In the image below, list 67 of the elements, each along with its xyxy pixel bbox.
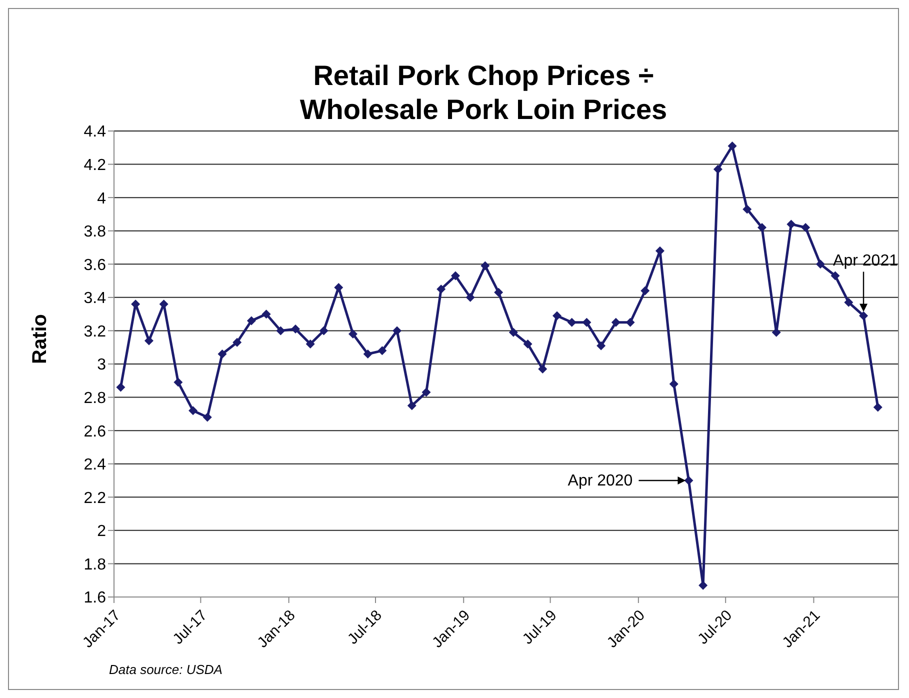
point bbox=[291, 324, 300, 334]
point bbox=[816, 260, 825, 269]
point bbox=[801, 223, 810, 232]
point bbox=[319, 326, 328, 336]
point bbox=[596, 341, 606, 350]
point bbox=[232, 338, 242, 347]
y-tick-label: 3.8 bbox=[84, 224, 106, 241]
point bbox=[844, 298, 854, 307]
point bbox=[116, 382, 126, 392]
point bbox=[348, 330, 358, 339]
point bbox=[422, 388, 431, 397]
point bbox=[144, 336, 154, 346]
y-tick-label: 3.4 bbox=[84, 290, 106, 308]
annotation: Apr 2020 bbox=[568, 472, 633, 490]
point bbox=[218, 350, 227, 359]
y-tick-label: 3.6 bbox=[84, 256, 106, 274]
point bbox=[567, 318, 576, 327]
y-tick-label: 1.6 bbox=[84, 590, 106, 607]
point bbox=[640, 286, 650, 296]
point bbox=[684, 476, 694, 485]
y-tick-label: 2 bbox=[97, 523, 106, 540]
y-tick-label: 3 bbox=[97, 356, 106, 374]
point bbox=[480, 261, 490, 270]
point bbox=[728, 141, 737, 150]
point bbox=[378, 346, 387, 356]
point bbox=[713, 164, 722, 174]
point bbox=[859, 311, 868, 320]
point bbox=[276, 326, 286, 336]
point bbox=[450, 271, 460, 280]
point bbox=[407, 401, 416, 410]
y-tick-label: 2.4 bbox=[84, 456, 106, 474]
point bbox=[786, 220, 796, 229]
point bbox=[582, 318, 592, 327]
point bbox=[262, 310, 271, 319]
point bbox=[669, 379, 678, 388]
point bbox=[742, 204, 752, 214]
point bbox=[538, 364, 548, 374]
y-tick-label: 2.8 bbox=[84, 390, 106, 407]
point bbox=[466, 292, 475, 302]
y-axis-title: Ratio bbox=[29, 314, 52, 364]
y-tick-label: 4.4 bbox=[84, 124, 106, 141]
point bbox=[306, 340, 315, 349]
point bbox=[188, 406, 198, 416]
point bbox=[611, 318, 620, 327]
source-note: Data source: USDA bbox=[109, 662, 222, 677]
y-tick-label: 4 bbox=[97, 190, 106, 208]
point bbox=[508, 328, 518, 337]
y-tick-label: 1.8 bbox=[84, 556, 106, 574]
point bbox=[523, 340, 532, 349]
y-tick-label: 4.2 bbox=[84, 156, 106, 174]
point bbox=[494, 288, 504, 297]
point bbox=[757, 223, 766, 232]
point bbox=[436, 284, 446, 294]
point bbox=[873, 402, 882, 412]
chart-title: Retail Pork Chop Prices ÷ Wholesale Pork Loin Prices bbox=[298, 59, 668, 125]
point bbox=[626, 318, 635, 327]
point bbox=[174, 378, 183, 387]
point bbox=[392, 326, 402, 336]
point bbox=[334, 282, 344, 292]
point bbox=[363, 350, 372, 359]
y-tick-label: 3.2 bbox=[84, 323, 106, 340]
point bbox=[552, 311, 562, 320]
y-tick-label: 2.6 bbox=[84, 423, 106, 440]
point bbox=[246, 316, 256, 326]
y-tick-label: 2.2 bbox=[84, 490, 106, 507]
point bbox=[830, 271, 840, 280]
point bbox=[202, 412, 212, 422]
